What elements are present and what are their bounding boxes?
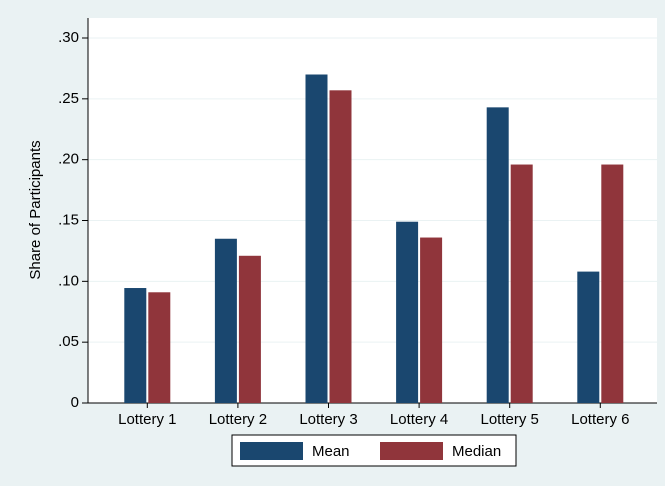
- x-tick-label: Lottery 5: [481, 411, 539, 428]
- bar: [329, 90, 352, 404]
- legend-swatch: [240, 442, 303, 460]
- legend-swatch: [380, 442, 443, 460]
- bar: [420, 237, 443, 403]
- bar: [148, 292, 171, 403]
- bar: [214, 238, 237, 403]
- bar: [305, 74, 328, 403]
- bar: [577, 271, 600, 403]
- y-tick-label: .25: [58, 90, 79, 107]
- plot-region: [88, 18, 657, 403]
- y-tick-label: .05: [58, 333, 79, 350]
- y-tick-label: .20: [58, 151, 79, 168]
- legend-label: Mean: [312, 443, 350, 460]
- bar: [486, 107, 509, 403]
- x-tick-label: Lottery 1: [118, 411, 176, 428]
- y-tick-label: 0: [71, 394, 79, 411]
- x-tick-label: Lottery 2: [209, 411, 267, 428]
- y-tick-label: .15: [58, 211, 79, 228]
- x-tick-label: Lottery 4: [390, 411, 448, 428]
- bar: [510, 164, 533, 403]
- bar: [601, 164, 624, 403]
- y-tick-label: .30: [58, 29, 79, 46]
- x-tick-label: Lottery 3: [299, 411, 357, 428]
- legend-label: Median: [452, 443, 501, 460]
- y-tick-label: .10: [58, 272, 79, 289]
- bar: [396, 221, 419, 403]
- x-tick-label: Lottery 6: [571, 411, 629, 428]
- bar: [238, 255, 261, 403]
- bar: [124, 288, 147, 403]
- y-axis-label: Share of Participants: [27, 140, 44, 279]
